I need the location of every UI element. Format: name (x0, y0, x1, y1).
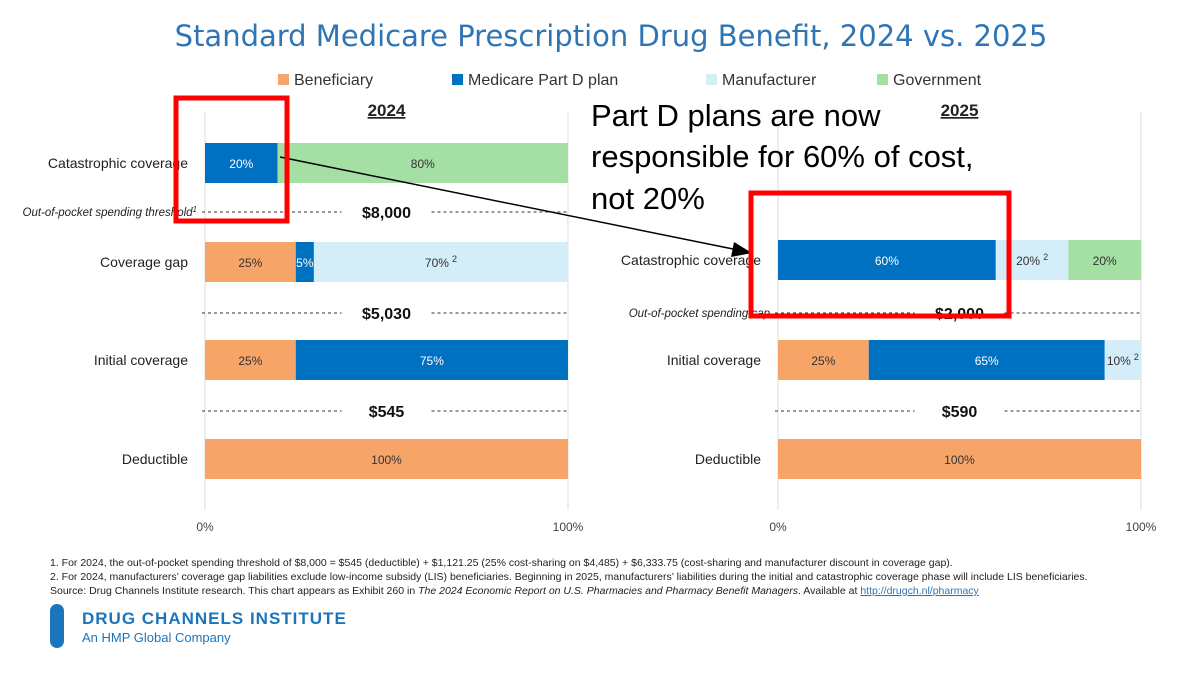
category-label: Initial coverage (94, 352, 188, 368)
bar-value-label: 20% (229, 157, 253, 171)
x-tick-label: 100% (553, 520, 584, 534)
callout-arrow (279, 156, 739, 251)
bar-value-label: 65% (975, 354, 999, 368)
bar-value-label: 100% (371, 453, 402, 467)
chart-title: Standard Medicare Prescription Drug Bene… (175, 19, 1048, 53)
bar-value-label: 25% (238, 256, 262, 270)
legend-swatch-government (877, 74, 888, 85)
bar-beneficiary (778, 340, 869, 380)
legend: Beneficiary Medicare Part D plan Manufactu… (278, 72, 982, 89)
bar-government (1068, 240, 1141, 280)
threshold-value: $545 (369, 404, 405, 421)
source-note: Source: Drug Channels Institute research… (50, 585, 980, 597)
legend-label-manufacturer: Manufacturer (722, 72, 817, 89)
bar-plan (295, 340, 568, 380)
bar-value-label: 10% 2 (1107, 352, 1139, 368)
threshold-value: $8,000 (362, 205, 411, 222)
bar-beneficiary (205, 242, 296, 282)
bar-value-label: 60% (875, 254, 899, 268)
bar-value-label: 25% (811, 354, 835, 368)
bar-plan (868, 340, 1105, 380)
highlight-box-2024 (173, 95, 290, 224)
bar-value-label: 20% (1093, 254, 1117, 268)
bar-value-label: 100% (944, 453, 975, 467)
callout-text: Part D plans are now responsible for 60% … (591, 98, 974, 216)
bar-government (277, 143, 568, 183)
bar-plan (205, 143, 278, 183)
category-label: Deductible (695, 451, 761, 467)
source-link[interactable]: http://drugch.nl/pharmacy (860, 585, 979, 597)
bar-manufacturer (1104, 340, 1141, 380)
category-label: Deductible (122, 451, 188, 467)
threshold-name: Out-of-pocket spending cap (629, 308, 771, 320)
footnote-1: 1. For 2024, the out-of-pocket spending … (50, 557, 953, 569)
category-label: Initial coverage (667, 352, 761, 368)
logo-tagline: An HMP Global Company (82, 630, 231, 645)
bar-manufacturer (313, 242, 568, 282)
panel-2024: 2024 0% 100% Catastrophic coverage 20% 80% Cov… (23, 101, 584, 534)
category-label: Catastrophic coverage (621, 252, 761, 268)
logo-icon (50, 604, 64, 648)
x-tick-label: 100% (1126, 520, 1157, 534)
bar-value-label: 20% 2 (1016, 252, 1048, 268)
panel-title: 2025 (941, 101, 979, 120)
threshold-value: $5,030 (362, 306, 411, 323)
bar-plan (778, 240, 996, 280)
bar-beneficiary (778, 439, 1141, 479)
legend-swatch-beneficiary (278, 74, 289, 85)
bar-value-label: 80% (411, 157, 435, 171)
callout-line: Part D plans are now (591, 98, 881, 133)
bar-value-label: 75% (420, 354, 444, 368)
panel-title: 2024 (368, 101, 406, 120)
legend-swatch-plan (452, 74, 463, 85)
bar-beneficiary (205, 340, 296, 380)
x-tick-label: 0% (196, 520, 214, 534)
x-tick-label: 0% (769, 520, 787, 534)
threshold-value: $590 (942, 404, 978, 421)
bar-value-label: 70% 2 (425, 254, 457, 270)
bar-plan (295, 242, 314, 282)
legend-label-government: Government (893, 72, 982, 89)
legend-label-plan: Medicare Part D plan (468, 72, 618, 89)
legend-swatch-manufacturer (706, 74, 717, 85)
arrow-head-icon (731, 242, 752, 257)
logo: DRUG CHANNELS INSTITUTE An HMP Global Co… (50, 604, 347, 648)
legend-label-beneficiary: Beneficiary (294, 72, 373, 89)
category-label: Catastrophic coverage (48, 155, 188, 171)
bar-value-label: 5% (296, 256, 314, 270)
callout-line: responsible for 60% of cost, (591, 139, 974, 174)
footnotes: 1. For 2024, the out-of-pocket spending … (50, 557, 1088, 597)
category-label: Coverage gap (100, 254, 188, 270)
footnote-2: 2. For 2024, manufacturers’ coverage gap… (50, 571, 1088, 583)
threshold-name: Out-of-pocket spending threshold1 (23, 205, 198, 219)
callout-line: not 20% (591, 181, 705, 216)
highlight-box-2025 (748, 190, 1012, 319)
bar-value-label: 25% (238, 354, 262, 368)
logo-name: DRUG CHANNELS INSTITUTE (82, 609, 347, 628)
bar-beneficiary (205, 439, 568, 479)
